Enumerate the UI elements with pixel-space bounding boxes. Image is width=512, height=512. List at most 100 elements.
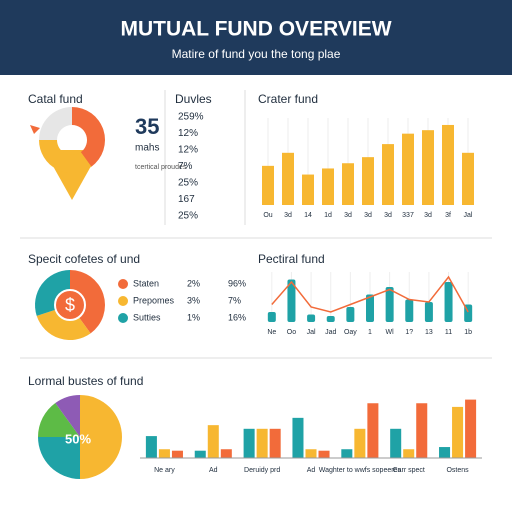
legend-value: 16%: [228, 312, 246, 322]
bar: [326, 316, 335, 322]
x-tick-label: 1?: [405, 329, 413, 336]
x-tick-label: 3f: [445, 212, 451, 219]
bar: [269, 428, 281, 458]
line: [271, 275, 469, 313]
list-item: 25%: [178, 211, 198, 222]
legend-label: Staten: [133, 278, 159, 288]
pie-slice: [55, 395, 80, 437]
pie-slice: [70, 270, 105, 334]
x-tick-label: 3d: [364, 212, 372, 219]
header-bar: [0, 0, 512, 75]
chart-title: Duvles: [175, 92, 212, 106]
x-tick-label: 1b: [464, 329, 472, 336]
x-tick-label: Deruidy prd: [244, 467, 280, 474]
center-disc: [54, 289, 86, 321]
pin-flag: [30, 125, 40, 134]
bar: [256, 428, 268, 458]
x-tick-label: 337: [402, 212, 414, 219]
pie-slice: [38, 403, 80, 437]
bar: [287, 279, 296, 322]
bar: [416, 403, 428, 458]
bar: [292, 417, 304, 458]
bar: [385, 287, 394, 322]
bar: [362, 157, 374, 205]
list-item: 7%: [178, 161, 193, 172]
x-tick-label: Ou: [263, 212, 272, 219]
legend-value: 96%: [228, 278, 246, 288]
bar: [171, 450, 183, 458]
bar: [452, 406, 464, 458]
list-item: 259%: [178, 112, 204, 123]
bar: [424, 302, 433, 322]
bar: [462, 152, 474, 205]
x-tick-label: Wl: [386, 329, 395, 336]
center-label: $: [65, 295, 75, 315]
x-tick-label: 14: [304, 212, 312, 219]
bar: [307, 314, 316, 322]
bar: [282, 152, 294, 205]
x-tick-label: 3d: [284, 212, 292, 219]
bar: [367, 403, 379, 458]
bar: [382, 144, 394, 205]
bar: [262, 165, 274, 205]
pie-slice: [38, 437, 80, 479]
legend-value: 2%: [187, 278, 200, 288]
bar: [145, 436, 157, 458]
x-tick-label: 13: [425, 329, 433, 336]
x-tick-label: Oo: [287, 329, 296, 336]
pie-slice: [80, 395, 122, 479]
x-tick-label: Ad: [209, 467, 218, 474]
bar: [403, 449, 415, 458]
x-tick-label: Oay: [344, 329, 357, 336]
bar: [158, 449, 170, 458]
list-item: 25%: [178, 178, 198, 189]
chart-title: Lormal bustes of fund: [28, 374, 143, 388]
x-tick-label: Ostens: [446, 467, 469, 474]
x-tick-label: Jad: [325, 329, 336, 336]
list-item: 167: [178, 194, 195, 205]
bar: [322, 168, 334, 205]
pie-slice: [39, 140, 92, 173]
bar: [220, 449, 232, 458]
x-tick-label: 1d: [324, 212, 332, 219]
bar: [405, 299, 414, 322]
x-tick-label: 11: [445, 329, 452, 336]
bar: [207, 425, 219, 458]
page-subtitle: Matire of fund you the tong plae: [172, 47, 341, 61]
x-tick-label: 1: [368, 329, 372, 336]
bar: [402, 133, 414, 205]
legend-swatch: [118, 313, 128, 323]
pie-slice: [72, 107, 105, 167]
bar: [390, 428, 402, 458]
bar: [442, 124, 454, 205]
annotation: tcertical proudes: [135, 164, 187, 171]
x-tick-label: Jal: [307, 329, 316, 336]
bar: [465, 399, 477, 458]
bar: [318, 450, 330, 458]
annotation: 35: [135, 114, 159, 139]
bar: [302, 174, 314, 205]
x-tick-label: Waghter to wwfs sopeeres: [319, 467, 402, 474]
chart-title: Crater fund: [258, 92, 318, 106]
list-item: 12%: [178, 145, 198, 156]
x-tick-label: Ne: [267, 329, 276, 336]
legend-value: 7%: [228, 295, 241, 305]
legend-swatch: [118, 296, 128, 306]
x-tick-label: 3d: [344, 212, 352, 219]
bar: [444, 282, 453, 322]
x-tick-label: Carr spect: [393, 467, 425, 474]
bar: [354, 428, 366, 458]
legend-label: Sutties: [133, 312, 161, 322]
list-item: 12%: [178, 128, 198, 139]
bar: [267, 312, 276, 322]
chart-title: Catal fund: [28, 92, 83, 106]
annotation: mahs: [135, 143, 159, 154]
pie-slice: [36, 305, 91, 340]
page-title: MUTUAL FUND OVERVIEW: [120, 18, 391, 41]
chart-title: Pectiral fund: [258, 252, 325, 266]
x-tick-label: Ne ary: [154, 467, 175, 474]
bar: [346, 307, 355, 322]
pie-slice: [39, 107, 72, 140]
legend-value: 1%: [187, 312, 200, 322]
